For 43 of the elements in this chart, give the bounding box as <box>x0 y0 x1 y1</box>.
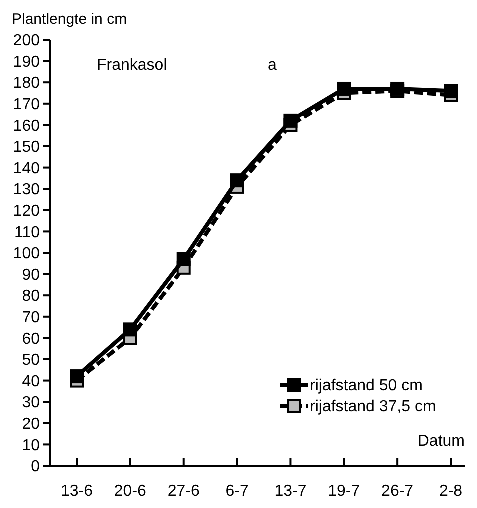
y-tick-label: 160 <box>13 118 40 135</box>
point <box>230 174 244 188</box>
y-tick-label: 190 <box>13 54 40 71</box>
y-tick-label: 170 <box>13 96 40 114</box>
y-tick-label: 80 <box>22 288 40 306</box>
y-tick-label: 30 <box>22 394 40 412</box>
y-tick-label: 10 <box>22 437 40 454</box>
annotation: a <box>268 57 277 74</box>
y-tick-label: 150 <box>13 139 40 156</box>
x-axis-title: Datum <box>418 433 465 450</box>
point <box>444 84 458 98</box>
y-tick-label: 110 <box>14 224 40 242</box>
y-tick-label: 20 <box>22 416 40 433</box>
y-tick-label: 60 <box>22 330 40 348</box>
point <box>284 114 298 128</box>
x-tick-label: 20-6 <box>114 483 147 500</box>
y-tick-label: 120 <box>13 203 40 220</box>
point <box>337 82 352 96</box>
point <box>176 252 191 266</box>
x-tick-label: 2-8 <box>439 483 463 500</box>
y-axis-title: Plantlengte in cm <box>12 11 128 28</box>
legend-label: rijafstand 37,5 cm <box>310 398 436 416</box>
x-tick-label: 26-7 <box>382 483 414 500</box>
point <box>70 370 84 384</box>
point <box>123 322 138 337</box>
y-tick-label: 40 <box>22 373 40 390</box>
x-tick-label: 13-7 <box>274 483 307 500</box>
y-tick-label: 0 <box>31 458 40 476</box>
x-tick-label: 6-7 <box>226 483 249 500</box>
legend-label: rijafstand 50 cm <box>310 378 423 395</box>
y-tick-label: 70 <box>22 310 40 326</box>
point <box>390 82 405 96</box>
x-tick-label: 27-6 <box>168 483 200 500</box>
annotation: Frankasol <box>97 57 168 74</box>
y-tick-label: 50 <box>22 352 40 370</box>
y-tick-label: 200 <box>13 32 40 50</box>
x-tick-label: 19-7 <box>328 483 360 500</box>
y-tick-label: 140 <box>13 160 40 178</box>
y-tick-label: 130 <box>13 182 40 199</box>
x-tick-label: 13-6 <box>60 483 94 500</box>
y-tick-label: 90 <box>22 266 40 284</box>
y-tick-label: 100 <box>13 246 40 263</box>
y-tick-label: 180 <box>13 75 40 92</box>
